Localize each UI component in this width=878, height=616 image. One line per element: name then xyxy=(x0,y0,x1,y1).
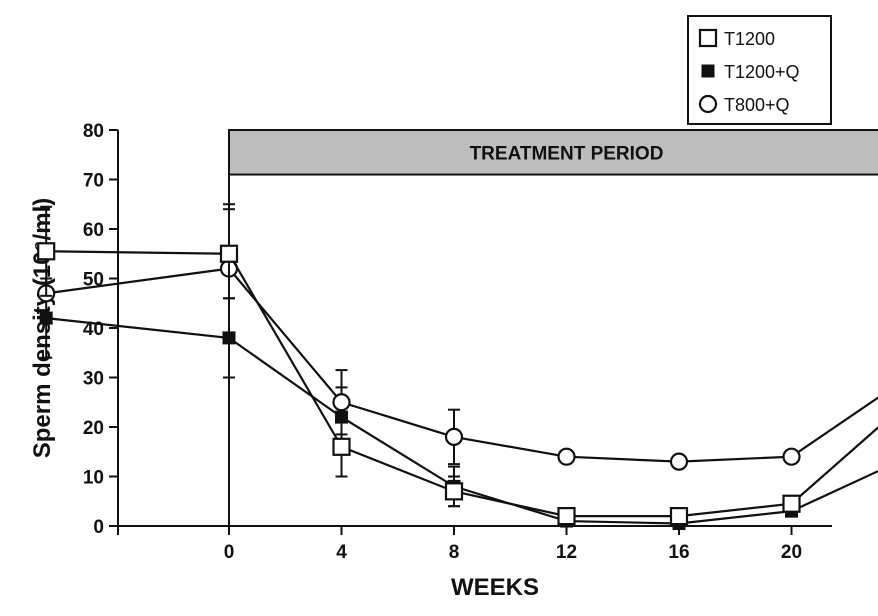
y-tick-label: 20 xyxy=(83,418,104,439)
treatment-period-band xyxy=(228,129,878,176)
legend-item: T1200+Q xyxy=(701,62,800,82)
data-series xyxy=(37,203,878,531)
legend-marker xyxy=(698,28,718,48)
y-tick-label: 30 xyxy=(83,369,104,390)
series-t800-q xyxy=(37,203,878,471)
legend-item: T800+Q xyxy=(698,94,790,115)
legend-label: T1200 xyxy=(724,29,775,49)
data-point xyxy=(444,427,464,446)
treatment-period-band-group: TREATMENT PERIOD xyxy=(228,129,878,526)
data-point xyxy=(557,447,576,466)
y-tick-label: 60 xyxy=(83,220,104,241)
data-point xyxy=(332,437,351,456)
series-line xyxy=(46,267,878,463)
series-line xyxy=(46,250,878,518)
y-tick-label: 80 xyxy=(83,121,104,142)
legend-item: T1200 xyxy=(698,28,775,49)
x-tick-label: 0 xyxy=(224,542,235,563)
data-point xyxy=(37,242,56,261)
treatment-period-label: TREATMENT PERIOD xyxy=(470,143,664,164)
data-point xyxy=(39,311,53,325)
legend-marker xyxy=(701,64,715,78)
series-t1200 xyxy=(37,205,878,526)
x-ticks: 048121620242832 xyxy=(117,526,802,563)
data-point xyxy=(782,494,801,513)
x-tick-label: 20 xyxy=(781,542,802,563)
axes xyxy=(117,130,832,527)
series-line xyxy=(46,317,878,525)
data-point xyxy=(669,507,689,526)
legend-label: T800+Q xyxy=(724,95,790,115)
legend: T1200 T1200+Q T800+Q xyxy=(687,15,832,125)
y-tick-label: 10 xyxy=(83,468,104,489)
data-point xyxy=(557,507,576,526)
x-tick-label: 8 xyxy=(449,542,460,563)
legend-label: T1200+Q xyxy=(724,62,800,82)
legend-marker xyxy=(698,94,718,114)
series-t1200-q xyxy=(39,277,878,531)
x-tick-label: 4 xyxy=(336,542,347,563)
y-axis-title: Sperm density (10⁶/ml) xyxy=(29,198,56,458)
data-point xyxy=(444,482,464,501)
y-tick-label: 0 xyxy=(93,517,104,538)
x-tick-label: 12 xyxy=(556,542,577,563)
data-point xyxy=(782,447,801,466)
x-axis-title: WEEKS xyxy=(451,574,539,601)
y-tick-label: 70 xyxy=(83,171,104,192)
data-point xyxy=(332,393,351,412)
data-point xyxy=(669,452,689,471)
x-tick-label: 16 xyxy=(668,542,689,563)
data-point xyxy=(219,244,239,263)
